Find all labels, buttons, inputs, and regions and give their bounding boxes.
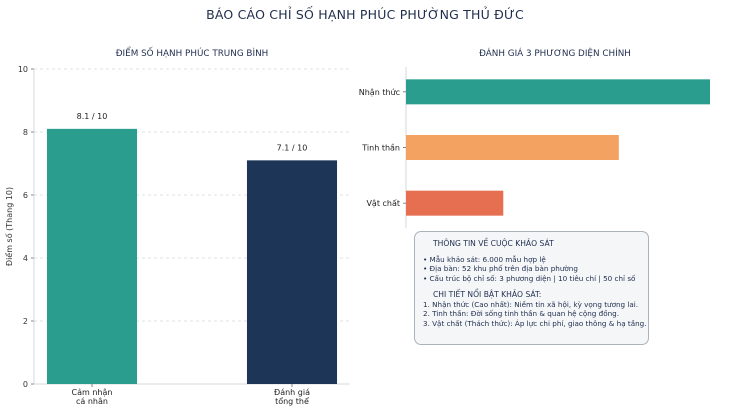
info-line: • Cấu trúc bộ chỉ số: 3 phương diện | 10… [423,273,636,283]
hbar-1 [406,79,710,105]
bar-2 [246,160,338,384]
bar-1 [46,128,138,384]
y-tick-label: 6 [23,191,28,200]
y-tick-label: 8 [23,128,28,137]
bar-data-label: 8.1 / 10 [77,112,108,121]
chart-2-title: ĐÁNH GIÁ 3 PHƯƠNG DIỆN CHÍNH [479,47,631,59]
survey-info-box: THÔNG TIN VỀ CUỘC KHẢO SÁT • Mẫu khảo sá… [414,231,649,345]
y-tick-label: 2 [23,317,28,326]
bar-data-label: 7.1 / 10 [277,143,308,152]
info-heading-2: CHI TIẾT NỔI BẬT KHẢO SÁT: [433,289,542,299]
hbar-3 [406,190,504,216]
category-label: Nhận thức [359,88,400,98]
info-line: • Mẫu khảo sát: 6.000 mẫu hợp lệ [423,254,546,264]
info-heading: THÔNG TIN VỀ CUỘC KHẢO SÁT [433,239,554,248]
info-detail-line: 3. Vật chất (Thách thức): Áp lực chi phí… [423,318,647,328]
x-tick-label: cá nhân [76,397,108,406]
info-detail-line: 1. Nhận thức (Cao nhất): Niềm tin xã hội… [423,299,639,309]
info-line: • Địa bàn: 52 khu phố trên địa bàn phườn… [423,264,578,274]
x-tick-label: Cảm nhận [72,387,113,398]
y-axis-label: Điểm số (Thang 10) [4,187,14,266]
x-tick-label: Đánh giá [274,388,310,397]
category-label: Tinh thần [361,143,400,153]
x-tick-label: tổng thể [275,396,309,406]
y-tick-label: 4 [23,254,28,263]
chart-1-title: ĐIỂM SỐ HẠNH PHÚC TRUNG BÌNH [116,46,269,59]
y-tick-label: 0 [23,380,28,389]
y-tick-label: 10 [18,65,28,74]
hbar-2 [406,135,619,160]
page-title: BÁO CÁO CHỈ SỐ HẠNH PHÚC PHƯỜNG THỦ ĐỨC [206,7,524,22]
category-label: Vật chất [366,198,400,209]
info-detail-line: 2. Tinh thần: Đời sống tinh thần & quan … [423,309,619,319]
